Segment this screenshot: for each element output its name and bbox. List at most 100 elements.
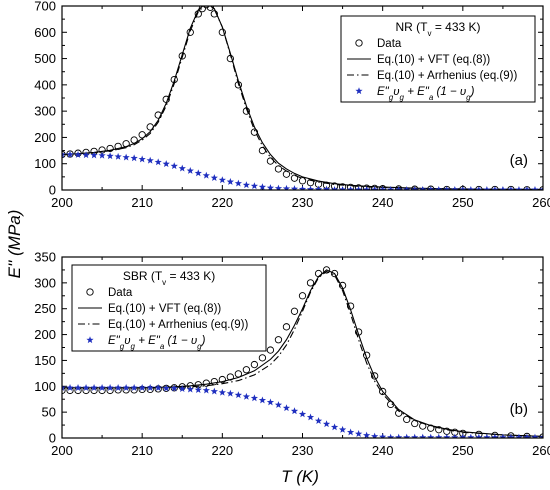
panel-a-legend-s3-star-point-legend	[355, 87, 363, 95]
panel-b-legend: SBR (Tv = 433 K)Data Eq.(10) + VFT (eq.(8…	[71, 264, 267, 352]
panel-a-s0-data-point-30	[282, 170, 291, 178]
panel-b-s0-data-point-46	[427, 424, 435, 432]
panel-a-s3-star-point-59	[531, 185, 539, 190]
panel-a-s3-star-point-21	[226, 178, 234, 185]
panel-a-y-tick-label-7: 700	[34, 0, 56, 14]
panel-a-axes-frame	[61, 5, 544, 191]
panel-a-s3-star-point-34	[330, 185, 339, 190]
panel-a-s0-data-point-41	[371, 184, 379, 190]
panel-a-legend-label-1: Eq.(10) + VFT (eq.(8))	[377, 54, 490, 66]
panel-b-s3-star-point-28	[282, 404, 291, 412]
panel-b-s3-star-point-2	[74, 384, 82, 391]
panel-a-s3-star-point-19	[210, 174, 218, 181]
panel-b-s0-data-point-25	[258, 354, 267, 362]
panel-b-s3-star-point-12	[154, 384, 162, 391]
panel-b-legend-box	[71, 264, 267, 352]
panel-a-s3-star-point-6	[106, 152, 114, 160]
panel-a-y-tick-label-4: 400	[34, 77, 56, 92]
panel-a-legend-label-2: Eq.(10) + Arrhenius (eq.(9))	[377, 70, 517, 82]
panel-b-s0-data-point-47	[435, 426, 443, 434]
panel-a-s3-star-point-2	[74, 150, 82, 158]
panel-a-s3-star-point-11	[146, 156, 154, 164]
panel-b-s0-data-point-40	[379, 387, 387, 396]
panel-a-s3-star-point-58	[523, 185, 531, 190]
panel-b-s0-data-point-53	[507, 432, 515, 438]
panel-b-legend-title: SBR (Tv = 433 K)	[123, 269, 215, 287]
panel-a-s3-star-point-12	[154, 158, 162, 166]
panel-b-s3-star-point-44	[411, 433, 419, 438]
panel-b-s3-star-point-3	[82, 384, 90, 391]
panel-a-s3-star-point-9	[130, 154, 138, 162]
panel-b-series-3	[62, 384, 543, 438]
panel-a-s3-star-point-35	[338, 185, 347, 190]
panel-b-s3-star-point-14	[170, 384, 178, 392]
panel-b-s3-star-point-55	[499, 433, 507, 438]
panel-a-s3-star-point-42	[395, 185, 403, 190]
panel-a-legend-box	[340, 15, 536, 103]
panel-b-s3-star-point-24	[250, 394, 259, 402]
panel-b-s3-star-point-8	[122, 384, 130, 391]
panel-a-s3-star-point-28	[282, 184, 291, 190]
panel-a-s3-star-point-8	[122, 153, 130, 161]
panel-a-s3-star-point-44	[411, 185, 419, 190]
panel-b-y-tick-label-4: 200	[34, 327, 56, 342]
panel-b-panel-tag: (b)	[510, 401, 528, 418]
panel-b-legend-label-2: Eq.(10) + Arrhenius (eq.(9))	[108, 319, 248, 331]
panel-b-legend-symbol-0	[86, 288, 94, 296]
panel-a-s0-data-point-37	[338, 183, 347, 190]
panel-b-s3-star-point-20	[218, 388, 226, 396]
panel-a-s3-star-point-4	[90, 151, 98, 159]
panel-a-s0-data-point-20	[206, 6, 214, 11]
panel-b-legend-label-3: E"gυg + E"a (1 − υg)	[108, 335, 206, 351]
panel-b-axes-frame	[61, 256, 544, 439]
panel-a-y-tick-label-5: 500	[34, 51, 56, 66]
panel-b-s0-data-point-21	[226, 373, 235, 381]
panel-a-s3-star-point-38	[363, 185, 371, 190]
panel-a-x-tick-label-3: 230	[292, 195, 314, 210]
panel-a-s3-star-point-0	[62, 150, 66, 158]
panel-b-s0-data-point-23	[242, 366, 251, 374]
panel-a-s3-star-point-60	[539, 185, 543, 190]
panel-b-s3-star-point-36	[346, 428, 355, 436]
panel-a-s0-data-point-7	[114, 142, 122, 151]
panel-b-y-tick-label-5: 250	[34, 301, 56, 316]
panel-a-s3-star-point-23	[242, 181, 250, 189]
panel-a-s3-star-point-16	[186, 167, 194, 174]
panel-a-s3-star-point-3	[82, 151, 90, 159]
panel-b-x-tick-label-6: 260	[532, 443, 550, 458]
panel-b-s3-star-point-30	[298, 410, 307, 418]
panel-b-s3-star-point-4	[90, 384, 98, 391]
panel-a-s3-star-point-57	[515, 185, 523, 190]
panel-b-s0-data-point-33	[322, 266, 331, 274]
panel-b-legend-s3-star-point-legend	[86, 336, 94, 344]
panel-a-x-tick-label-4: 240	[372, 195, 394, 210]
panel-b-s3-star-point-41	[387, 433, 395, 438]
panel-b-s0-data-point-26	[266, 346, 275, 354]
panel-b-s0-data-point-52	[491, 431, 499, 438]
panel-a-s0-data-point-32	[298, 177, 307, 185]
panel-a-s3-star-point-20	[218, 176, 226, 184]
panel-a-s0-data-point-31	[290, 174, 299, 182]
panel-a-series-3	[62, 150, 543, 190]
panel-a-series-2	[62, 6, 543, 190]
panel-a-s3-star-point-45	[419, 185, 427, 190]
panel-b-x-tick-label-2: 220	[211, 443, 233, 458]
panel-b-s3-star-point-50	[459, 433, 467, 438]
panel-a-legend-title: NR (Tv = 433 K)	[395, 20, 480, 38]
panel-a-x-tick-label-5: 250	[452, 195, 474, 210]
panel-a-s3-star-point-39	[371, 185, 379, 190]
panel-a-legend: NR (Tv = 433 K)Data Eq.(10) + VFT (eq.(8)…	[340, 15, 536, 103]
panel-a-y-tick-label-2: 200	[34, 130, 56, 145]
panel-b-x-tick-label-4: 240	[372, 443, 394, 458]
panel-a-s0-data-point-39	[354, 184, 363, 190]
panel-a-s0-data-point-22	[218, 28, 226, 36]
panel-a-s3-star-point-22	[234, 179, 242, 187]
panel-a-s0-data-point-28	[266, 157, 275, 165]
panel-b-s3-star-point-27	[274, 401, 283, 408]
panel-b-s3-star-point-59	[531, 433, 539, 438]
panel-b-s0-data-point-28	[282, 323, 291, 331]
panel-b-s3-star-point-45	[419, 433, 427, 438]
panel-b-s3-star-point-26	[266, 398, 275, 406]
panel-b-s3-star-point-19	[210, 387, 218, 395]
panel-b-s3-star-point-21	[226, 389, 234, 397]
